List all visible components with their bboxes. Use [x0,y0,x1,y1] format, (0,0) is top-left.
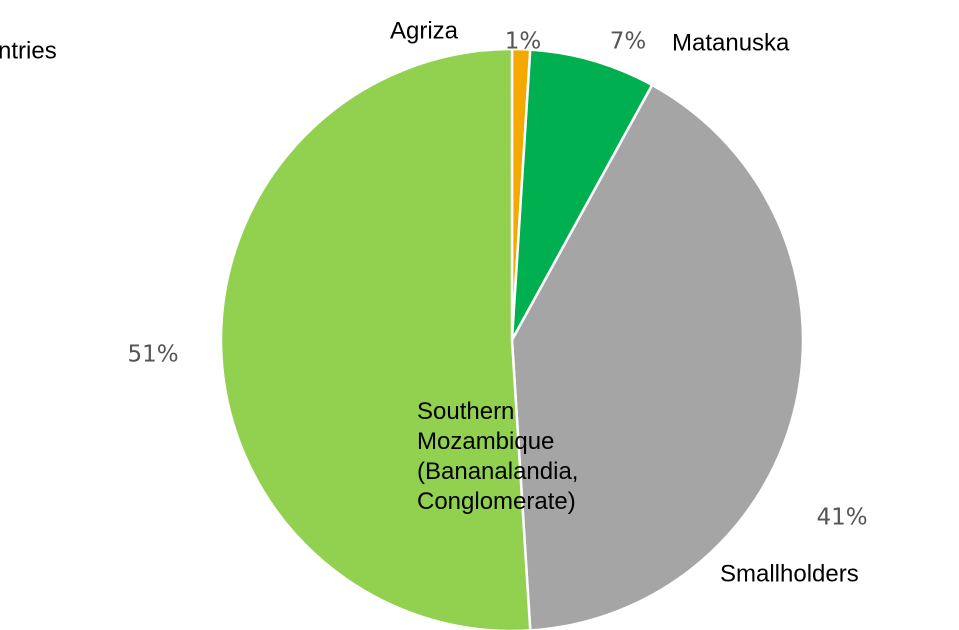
category-label: Matanuska [672,29,790,56]
data-label: 41% [816,505,867,531]
data-label: 51% [127,342,178,368]
pie-slice [510,48,654,341]
chart-title: ntries [0,37,57,64]
pie-slice [510,83,805,630]
pie-slice [219,47,532,630]
category-label: Southern Mozambique (Bananalandia, Congl… [417,398,579,515]
data-label: 1% [505,29,542,55]
category-label: Smallholders [720,560,859,587]
category-label: Agriza [390,17,459,44]
data-label: 7% [610,29,647,55]
